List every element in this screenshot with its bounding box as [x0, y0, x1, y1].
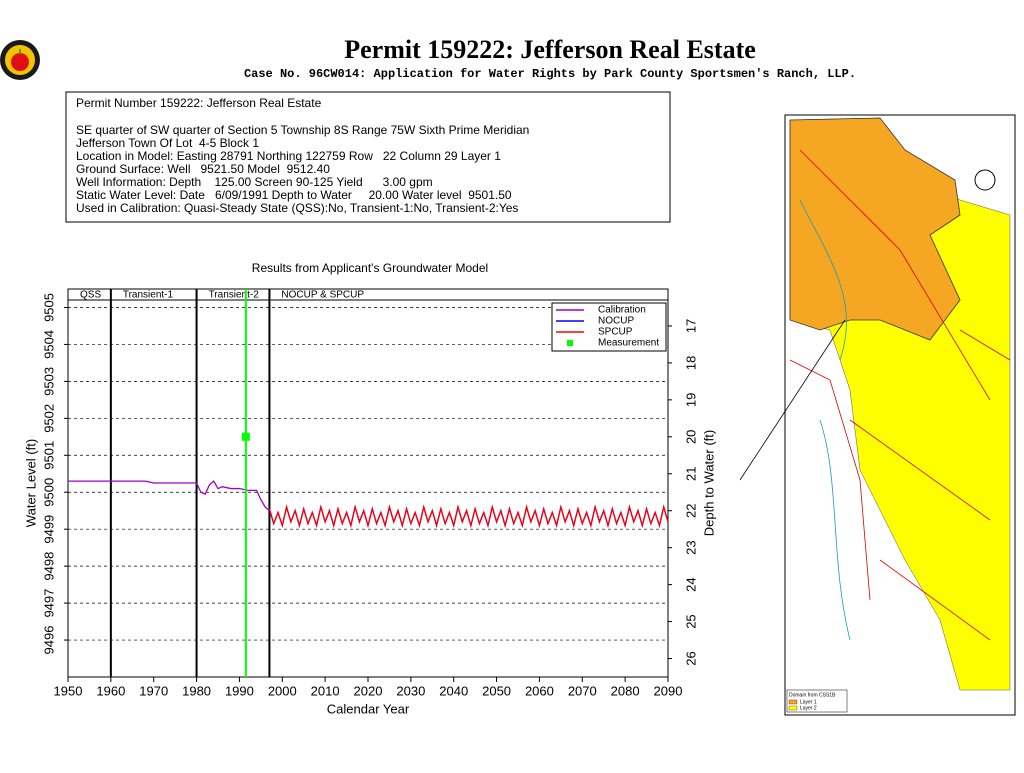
- page-subtitle: Case No. 96CW014: Application for Water …: [244, 67, 856, 81]
- x-tick-label: 1970: [139, 683, 168, 698]
- series-line: [68, 480, 270, 512]
- legend-label: SPCUP: [598, 327, 633, 338]
- y2-tick-label: 24: [683, 577, 698, 591]
- y2-tick-label: 18: [683, 356, 698, 370]
- legend-label: Measurement: [598, 338, 659, 349]
- map-rivers: [799, 199, 851, 641]
- y-axis-label: Water Level (ft): [23, 439, 38, 527]
- period-label: NOCUP & SPCUP: [281, 290, 364, 301]
- y-tick-label: 9503: [41, 367, 56, 396]
- x-tick-label: 2040: [439, 683, 468, 698]
- info-line: Permit Number 159222: Jefferson Real Est…: [76, 96, 322, 110]
- info-line: Ground Surface: Well 9521.50 Model 9512.…: [76, 162, 330, 176]
- y2-tick-label: 20: [683, 430, 698, 444]
- x-tick-label: 2060: [525, 683, 554, 698]
- x-axis-label: Calendar Year: [327, 701, 410, 716]
- x-tick-label: 2000: [268, 683, 297, 698]
- x-tick-label: 2070: [568, 683, 597, 698]
- page-title: Permit 159222: Jefferson Real Estate: [344, 35, 756, 64]
- x-tick-label: 2050: [482, 683, 511, 698]
- y2-tick-label: 19: [683, 393, 698, 407]
- map-pointer: [739, 319, 846, 481]
- y2-axis-label: Depth to Water (ft): [701, 430, 716, 536]
- logo-stem: [19, 49, 21, 54]
- map-layer1: [789, 117, 961, 341]
- y-tick-label: 9504: [41, 330, 56, 359]
- map-compass: [974, 169, 996, 191]
- series-line: [268, 504, 669, 528]
- map-legend-swatch: [788, 705, 798, 711]
- x-tick-label: 2080: [611, 683, 640, 698]
- map-legend-item: Layer 1: [800, 699, 817, 705]
- y-tick-label: 9498: [41, 552, 56, 581]
- map-legend-title: Domain from CSS1B: [789, 692, 836, 698]
- x-tick-label: 1980: [182, 683, 211, 698]
- y2-tick-label: 21: [683, 467, 698, 481]
- x-tick-label: 2010: [311, 683, 340, 698]
- x-tick-label: 2090: [654, 683, 683, 698]
- y2-tick-label: 26: [683, 651, 698, 665]
- y-tick-label: 9497: [41, 589, 56, 618]
- y-tick-label: 9501: [41, 441, 56, 470]
- y-tick-label: 9500: [41, 478, 56, 507]
- map: Domain from CSS1B Layer 1 Layer 2: [739, 114, 1016, 716]
- y2-tick-label: 23: [683, 540, 698, 554]
- period-label: QSS: [80, 290, 101, 301]
- y2-tick-label: 17: [683, 319, 698, 333]
- info-line: Static Water Level: Date 6/09/1991 Depth…: [76, 188, 512, 202]
- x-tick-label: 1990: [225, 683, 254, 698]
- legend-label: Calibration: [598, 305, 646, 316]
- legend-marker: [567, 340, 573, 346]
- chart-title: Results from Applicant's Groundwater Mod…: [252, 261, 488, 275]
- y-tick-label: 9502: [41, 404, 56, 433]
- legend-label: NOCUP: [598, 316, 634, 327]
- info-line: Location in Model: Easting 28791 Northin…: [76, 149, 501, 163]
- map-lines: [789, 149, 1011, 641]
- map-legend-swatch: [788, 699, 798, 705]
- info-line: Well Information: Depth 125.00 Screen 90…: [76, 175, 433, 189]
- info-line: Used in Calibration: Quasi-Steady State …: [76, 201, 518, 215]
- info-lines: Permit Number 159222: Jefferson Real Est…: [76, 96, 529, 215]
- x-tick-label: 1960: [96, 683, 125, 698]
- info-box: [65, 91, 671, 223]
- y2-tick-label: 25: [683, 614, 698, 628]
- map-legend: [786, 689, 848, 713]
- measurement-marker: [241, 432, 250, 441]
- x-tick-label: 2020: [354, 683, 383, 698]
- y-tick-label: 9505: [41, 293, 56, 322]
- y-tick-label: 9496: [41, 626, 56, 655]
- map-legend-item: Layer 2: [800, 705, 817, 711]
- period-label: Transient-2: [209, 290, 260, 301]
- x-tick-label: 1950: [54, 683, 83, 698]
- info-line: SE quarter of SW quarter of Section 5 To…: [76, 123, 529, 137]
- period-label: Transient-1: [123, 290, 174, 301]
- y-tick-label: 9499: [41, 515, 56, 544]
- x-tick-label: 2030: [396, 683, 425, 698]
- y2-tick-label: 22: [683, 503, 698, 517]
- logo-apple: [11, 53, 29, 71]
- info-line: Jefferson Town Of Lot 4-5 Block 1: [76, 136, 259, 150]
